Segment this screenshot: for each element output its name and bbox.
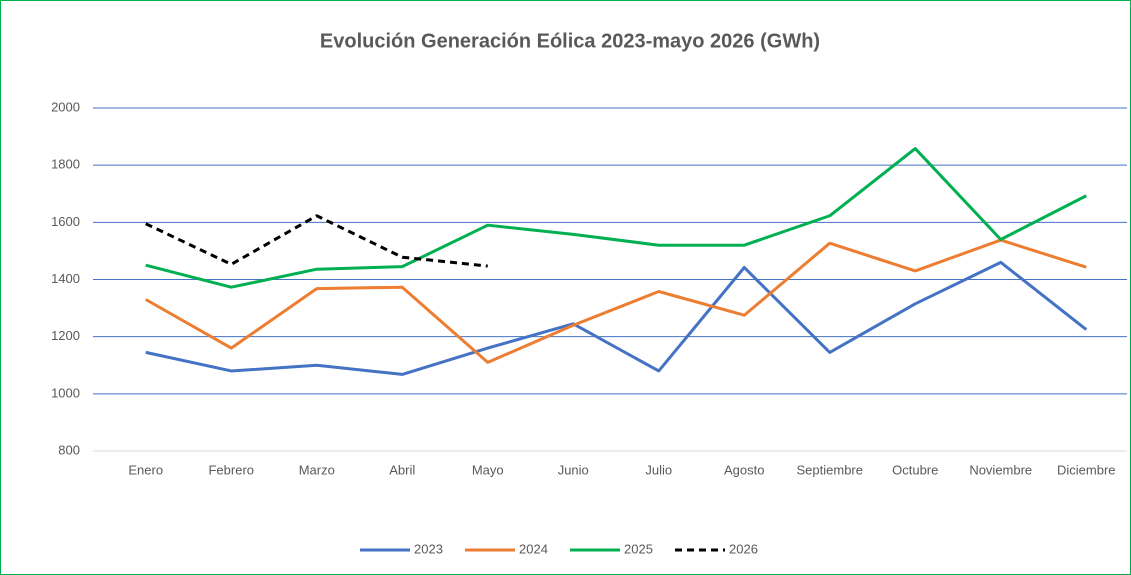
- legend-label: 2026: [729, 541, 758, 556]
- legend-label: 2023: [414, 541, 443, 556]
- y-tick-label: 2000: [51, 99, 80, 114]
- legend-label: 2025: [624, 541, 653, 556]
- y-tick-label: 1200: [51, 328, 80, 343]
- x-tick-label: Septiembre: [797, 462, 863, 477]
- y-tick-label: 1400: [51, 271, 80, 286]
- chart-title: Evolución Generación Eólica 2023-mayo 20…: [320, 30, 820, 52]
- series-line: [145, 147, 1087, 289]
- x-tick-label: Marzo: [299, 462, 335, 477]
- y-tick-label: 800: [58, 442, 80, 457]
- series-line: [145, 260, 1088, 376]
- y-tick-label: 1800: [51, 157, 80, 172]
- x-tick-label: Mayo: [472, 462, 504, 477]
- x-tick-label: Febrero: [208, 462, 254, 477]
- legend-label: 2024: [519, 541, 548, 556]
- x-tick-label: Octubre: [892, 462, 938, 477]
- x-tick-label: Junio: [558, 462, 589, 477]
- series-line: [145, 214, 488, 268]
- x-tick-label: Julio: [645, 462, 672, 477]
- x-tick-label: Abril: [389, 462, 415, 477]
- x-tick-label: Agosto: [724, 462, 764, 477]
- y-tick-label: 1600: [51, 214, 80, 229]
- series-line: [145, 238, 1087, 364]
- y-tick-label: 1000: [51, 385, 80, 400]
- x-tick-label: Diciembre: [1057, 462, 1116, 477]
- x-tick-label: Noviembre: [969, 462, 1032, 477]
- x-tick-label: Enero: [128, 462, 163, 477]
